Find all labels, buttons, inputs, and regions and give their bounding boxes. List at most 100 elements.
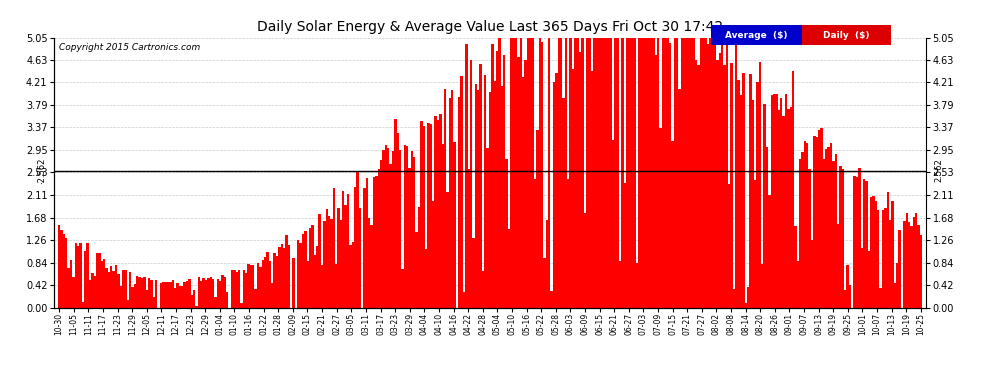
- Bar: [719, 53, 721, 308]
- Bar: [787, 109, 790, 307]
- Bar: [70, 260, 72, 308]
- Bar: [113, 271, 115, 308]
- Bar: [773, 94, 775, 308]
- Bar: [811, 240, 813, 308]
- Bar: [595, 38, 598, 308]
- Bar: [913, 216, 915, 308]
- Bar: [591, 71, 593, 308]
- Bar: [506, 159, 508, 308]
- Bar: [152, 297, 155, 307]
- Bar: [494, 81, 496, 308]
- Bar: [176, 284, 179, 308]
- Bar: [385, 146, 387, 308]
- Bar: [738, 80, 740, 308]
- Bar: [770, 95, 773, 308]
- Bar: [908, 222, 910, 308]
- Bar: [91, 273, 93, 308]
- Bar: [349, 245, 351, 308]
- Bar: [643, 38, 645, 308]
- Bar: [669, 43, 671, 308]
- Bar: [146, 291, 148, 308]
- Bar: [394, 118, 397, 308]
- Bar: [169, 282, 171, 308]
- Bar: [241, 303, 243, 307]
- Bar: [399, 150, 401, 308]
- Bar: [843, 290, 846, 308]
- Bar: [115, 265, 117, 308]
- Bar: [654, 56, 657, 308]
- Bar: [522, 77, 525, 308]
- Bar: [137, 276, 139, 308]
- Bar: [134, 284, 137, 308]
- Bar: [855, 177, 858, 308]
- Bar: [867, 252, 870, 308]
- Text: 2.562: 2.562: [935, 159, 943, 182]
- Bar: [681, 38, 683, 308]
- Bar: [423, 126, 425, 308]
- Bar: [647, 38, 649, 308]
- Bar: [210, 278, 212, 308]
- Bar: [884, 208, 887, 308]
- Bar: [517, 57, 520, 308]
- Bar: [707, 44, 709, 308]
- Bar: [631, 38, 634, 308]
- Bar: [702, 38, 704, 308]
- Bar: [792, 72, 794, 308]
- Bar: [657, 38, 659, 308]
- Bar: [581, 38, 583, 308]
- Bar: [858, 168, 860, 308]
- Bar: [501, 86, 503, 308]
- Bar: [382, 150, 385, 308]
- Bar: [346, 194, 349, 308]
- Bar: [634, 38, 636, 308]
- Bar: [416, 232, 418, 308]
- Bar: [236, 272, 238, 308]
- Bar: [108, 272, 110, 308]
- Bar: [406, 146, 408, 308]
- Bar: [709, 38, 712, 308]
- Bar: [766, 147, 768, 308]
- Bar: [896, 264, 899, 308]
- Bar: [649, 38, 652, 308]
- Bar: [65, 238, 67, 308]
- Bar: [86, 243, 89, 308]
- Bar: [889, 220, 891, 308]
- Bar: [617, 38, 619, 308]
- Bar: [363, 188, 365, 308]
- Bar: [813, 136, 816, 308]
- Bar: [583, 213, 586, 308]
- Bar: [515, 38, 517, 308]
- Bar: [532, 38, 534, 308]
- Bar: [333, 188, 335, 308]
- Bar: [387, 148, 389, 308]
- Bar: [498, 38, 501, 308]
- Bar: [545, 220, 548, 308]
- Bar: [458, 97, 460, 308]
- Bar: [612, 140, 615, 308]
- Bar: [62, 234, 65, 308]
- Bar: [525, 60, 527, 308]
- Bar: [122, 270, 125, 308]
- Bar: [345, 206, 346, 308]
- Bar: [688, 38, 690, 308]
- Bar: [840, 166, 842, 308]
- Bar: [555, 73, 557, 308]
- Bar: [420, 121, 423, 308]
- Bar: [477, 90, 479, 308]
- Bar: [746, 287, 749, 308]
- Bar: [603, 38, 605, 308]
- Bar: [155, 280, 157, 308]
- Bar: [695, 60, 697, 308]
- Bar: [780, 98, 782, 308]
- Bar: [697, 66, 700, 308]
- Bar: [842, 169, 843, 308]
- Bar: [300, 243, 302, 308]
- Bar: [567, 179, 569, 308]
- Bar: [735, 38, 738, 308]
- Bar: [560, 38, 562, 308]
- Bar: [326, 209, 328, 308]
- Bar: [343, 191, 345, 308]
- Bar: [285, 234, 288, 308]
- Bar: [894, 284, 896, 308]
- Bar: [629, 38, 631, 308]
